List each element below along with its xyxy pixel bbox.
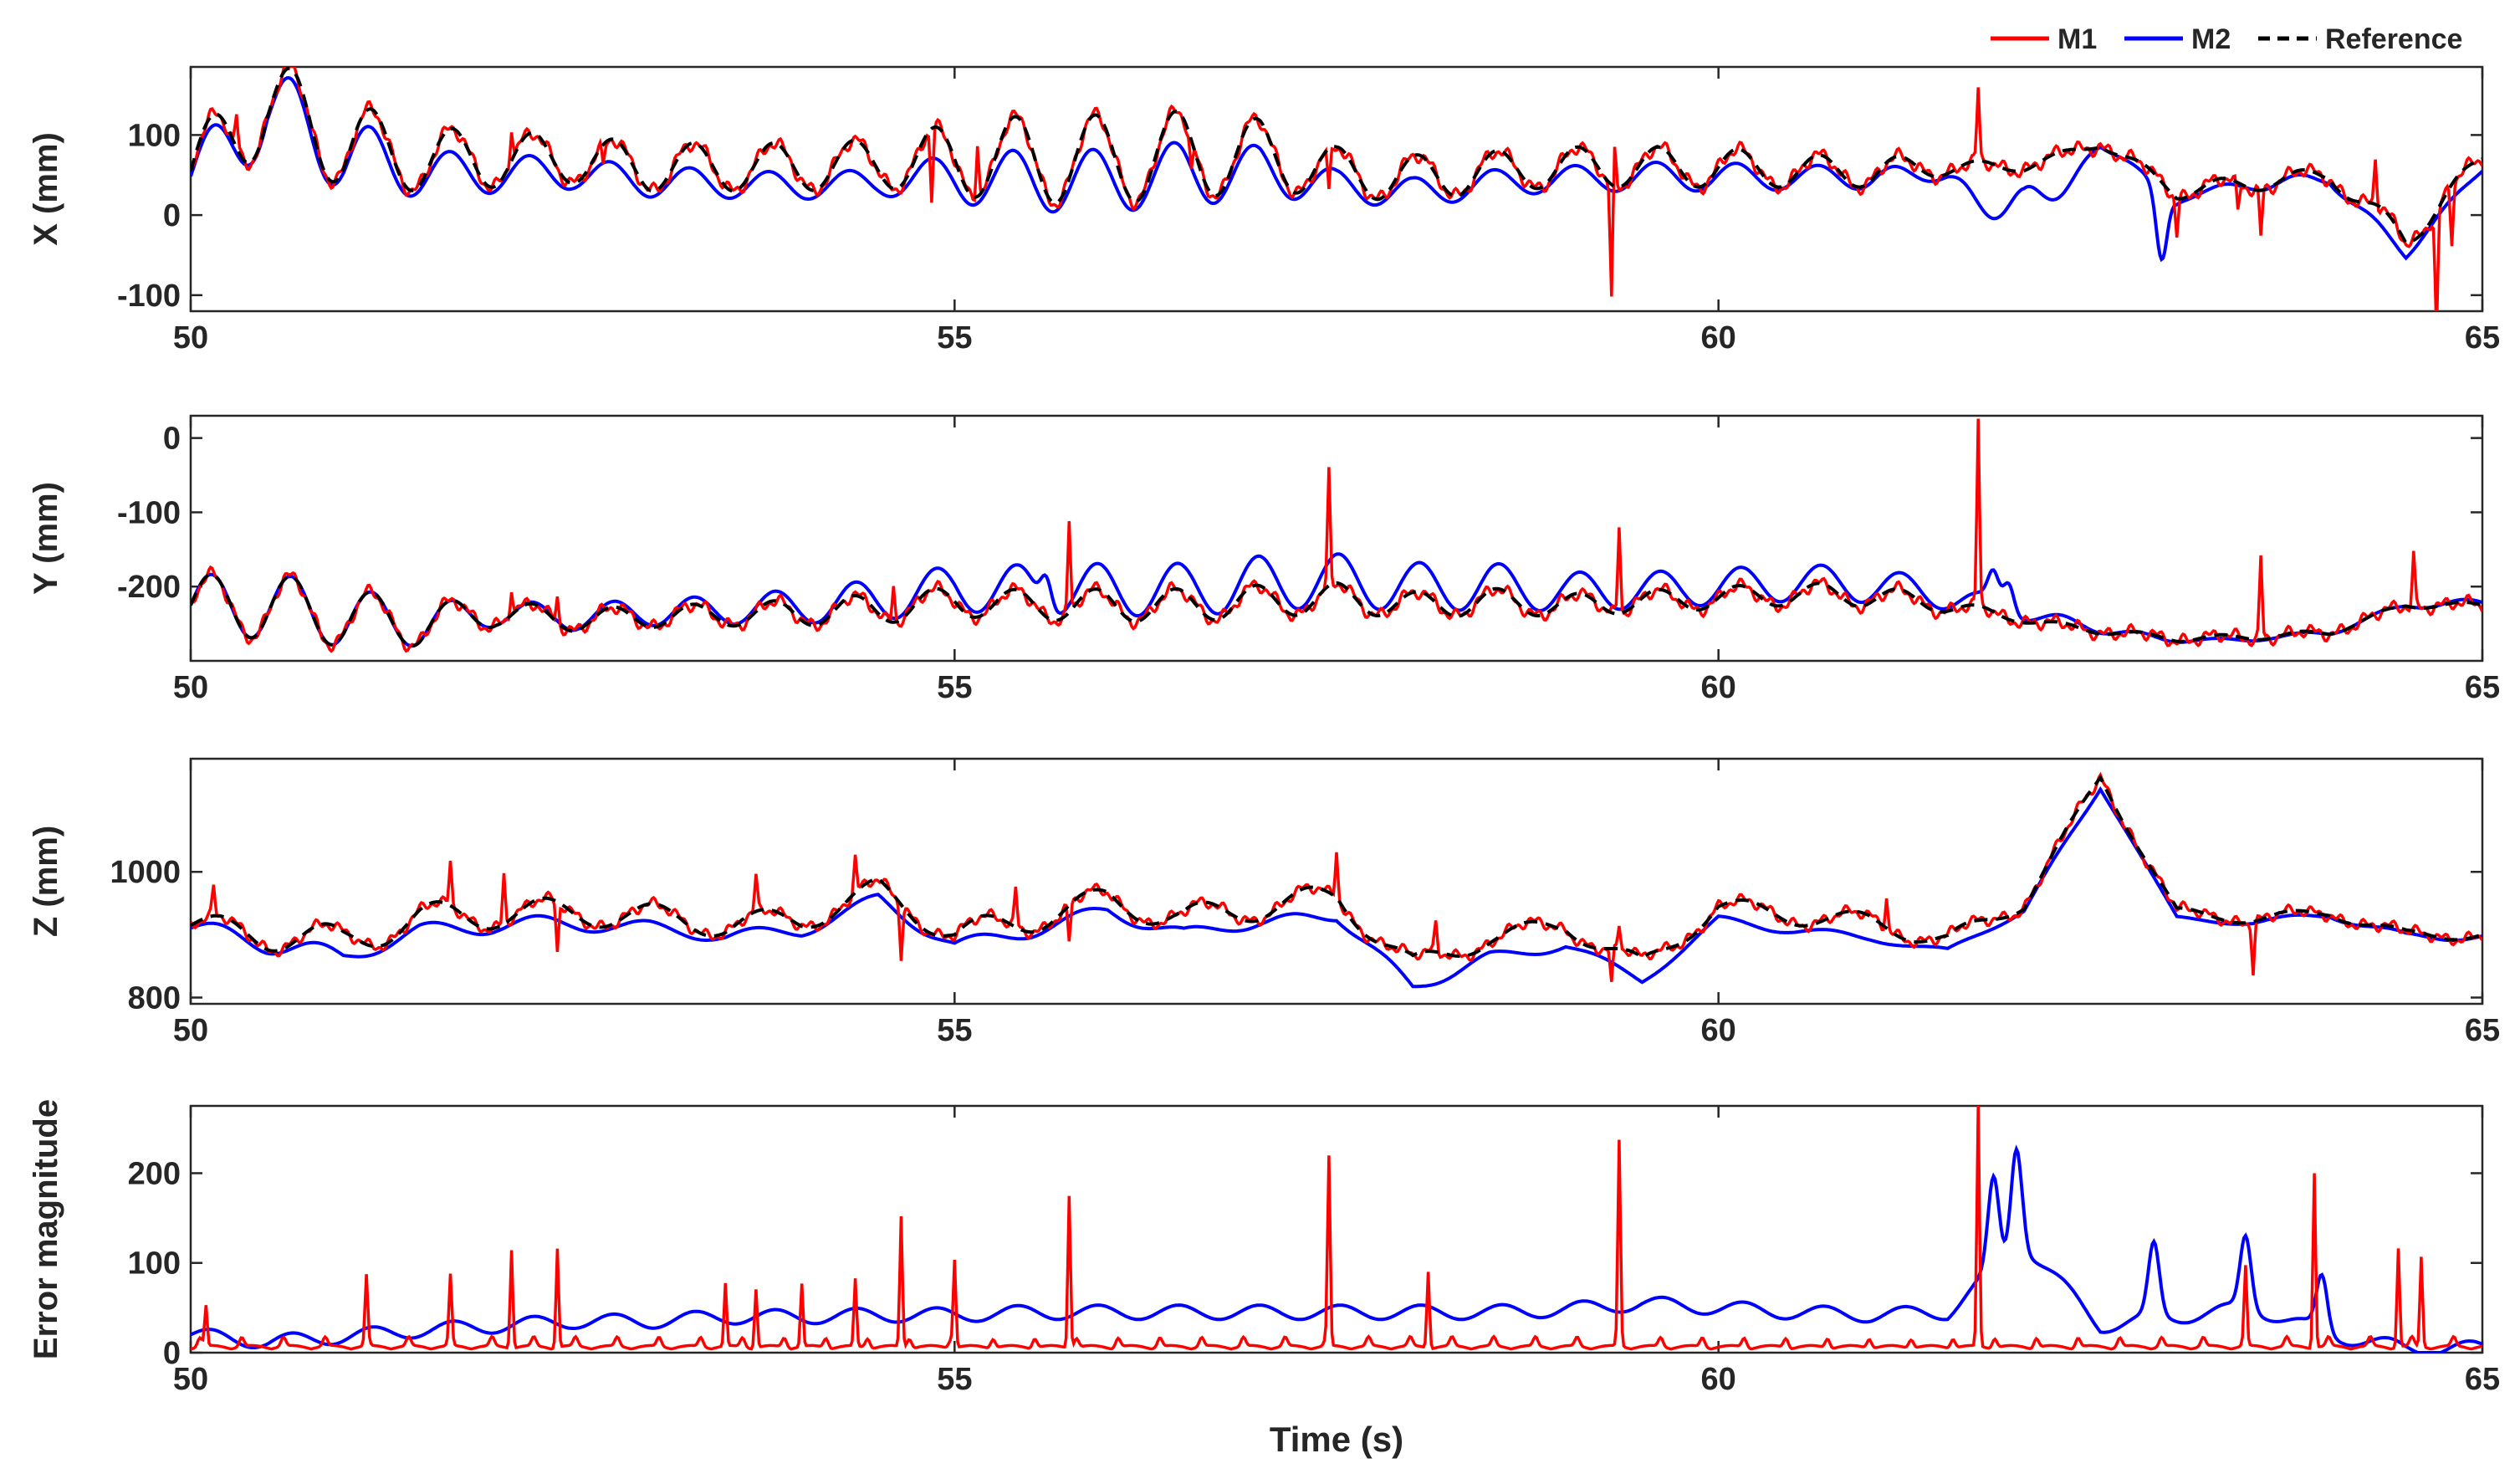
y-tick-label: 800 [128, 980, 181, 1016]
legend-label: M1 [2057, 23, 2097, 55]
x-tick-label: 60 [1701, 1013, 1736, 1048]
x-tick-label: 50 [173, 670, 208, 705]
series-line-m2 [191, 1144, 2482, 1353]
panels: 50 55 60 65 -100 0 100 X (mm) 50 55 60 65 -200 -100 0 Y… [28, 65, 2500, 1459]
y-tick-label: 0 [163, 198, 181, 233]
y-tick-label: 200 [128, 1156, 181, 1191]
panel-4: 50 55 60 65 0 100 200 Error magnitude Time (s) [28, 1099, 2500, 1459]
panel-1: 50 55 60 65 -100 0 100 X (mm) [28, 65, 2500, 356]
x-tick-label: 50 [173, 1362, 208, 1397]
y-tick-label: 1000 [110, 855, 181, 890]
y-tick-label: 0 [163, 1336, 181, 1371]
series-line-reference [191, 572, 2482, 648]
x-tick-label: 65 [2465, 670, 2500, 705]
legend-entry-m2: M2 [2124, 23, 2231, 55]
series-group [191, 1106, 2482, 1353]
y-tick-label: -100 [117, 495, 181, 530]
x-tick-label: 55 [937, 1362, 972, 1397]
series-line-reference [191, 774, 2482, 959]
x-tick-label: 55 [937, 670, 972, 705]
y-tick-label: 0 [163, 422, 181, 457]
series-line-m1 [191, 1106, 2482, 1351]
legend-label: M2 [2191, 23, 2231, 55]
x-axis-label: Time (s) [1270, 1420, 1403, 1459]
panel-2: 50 55 60 65 -200 -100 0 Y (mm) [28, 414, 2500, 705]
x-tick-label: 65 [2465, 1362, 2500, 1397]
x-tick-label: 55 [937, 1013, 972, 1048]
panel-3: 50 55 60 65 800 1000 Z (mm) [28, 757, 2500, 1048]
series-line-m1 [191, 418, 2482, 653]
x-tick-label: 50 [173, 320, 208, 356]
x-tick-label: 60 [1701, 320, 1736, 356]
series-group [191, 771, 2482, 989]
legend-entry-reference: Reference [2258, 23, 2462, 55]
series-line-reference [191, 67, 2482, 245]
y-tick-label: 100 [128, 118, 181, 153]
x-tick-label: 65 [2465, 1013, 2500, 1048]
legend: M1 M2 Reference [1991, 23, 2462, 55]
x-tick-label: 60 [1701, 1362, 1736, 1397]
x-tick-label: 60 [1701, 670, 1736, 705]
x-tick-label: 50 [173, 1013, 208, 1048]
y-axis-label: Error magnitude [28, 1099, 64, 1359]
axes-box [189, 414, 2484, 663]
axes-box [189, 65, 2484, 313]
series-line-m2 [191, 75, 2482, 263]
y-tick-label: -100 [117, 279, 181, 314]
legend-label: Reference [2325, 23, 2462, 55]
series-line-m1 [191, 67, 2482, 311]
y-axis-label: X (mm) [28, 132, 64, 246]
axes-box [189, 1104, 2484, 1354]
y-tick-label: -200 [117, 570, 181, 605]
y-axis-label: Y (mm) [28, 482, 64, 595]
series-group [191, 67, 2482, 311]
axes-box [189, 757, 2484, 1006]
x-tick-label: 65 [2465, 320, 2500, 356]
y-axis-label: Z (mm) [28, 826, 64, 937]
series-line-m2 [191, 785, 2482, 989]
series-line-m1 [191, 771, 2482, 982]
x-tick-label: 55 [937, 320, 972, 356]
y-tick-label: 100 [128, 1246, 181, 1282]
series-group [191, 418, 2482, 653]
legend-entry-m1: M1 [1991, 23, 2097, 55]
